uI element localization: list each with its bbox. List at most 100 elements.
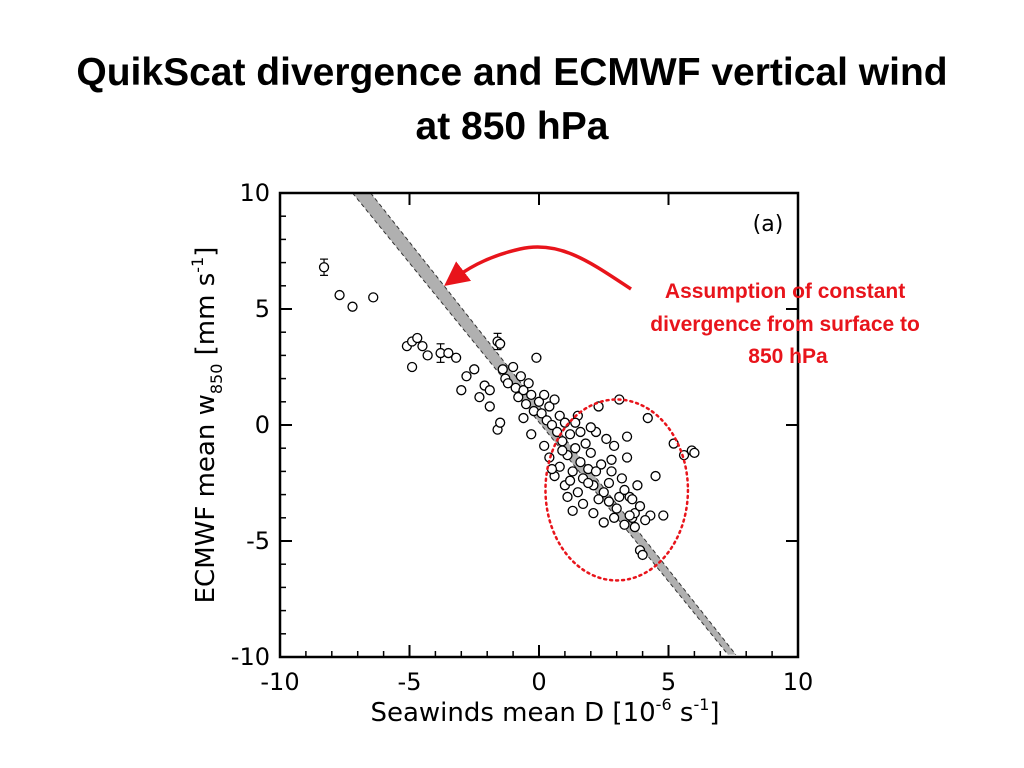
x-axis-label: Seawinds mean D [10-6 s-1] bbox=[370, 695, 719, 728]
data-point bbox=[598, 517, 609, 528]
data-point bbox=[539, 440, 550, 452]
data-point bbox=[564, 475, 576, 486]
data-point bbox=[564, 429, 576, 440]
data-point bbox=[637, 549, 648, 561]
data-point bbox=[640, 514, 651, 526]
data-point bbox=[334, 289, 345, 301]
slide-title-line-2: at 850 hPa bbox=[415, 105, 609, 148]
data-point bbox=[634, 501, 646, 512]
data-point bbox=[603, 496, 615, 507]
data-point bbox=[593, 494, 604, 505]
data-point bbox=[513, 392, 524, 403]
slide-title-line-1: QuikScat divergence and ECMWF vertical w… bbox=[76, 51, 948, 94]
callout-text: Assumption of constant divergence from s… bbox=[650, 280, 925, 368]
data-point bbox=[567, 505, 578, 516]
data-point bbox=[554, 410, 565, 421]
data-point bbox=[549, 394, 560, 405]
data-point bbox=[539, 389, 550, 400]
data-point bbox=[590, 466, 602, 477]
data-points-layer bbox=[318, 258, 700, 561]
data-point bbox=[585, 422, 596, 433]
data-point bbox=[585, 447, 596, 458]
data-point bbox=[614, 491, 625, 503]
data-point bbox=[406, 361, 418, 373]
data-point bbox=[523, 378, 534, 389]
data-point bbox=[461, 371, 472, 382]
data-point bbox=[627, 494, 638, 505]
data-point bbox=[368, 292, 379, 303]
data-point bbox=[642, 412, 653, 424]
data-point bbox=[526, 389, 537, 400]
callout-line-3: 850 hPa bbox=[748, 345, 828, 368]
data-point bbox=[507, 361, 519, 373]
data-point bbox=[606, 454, 617, 465]
slide-title: QuikScat divergence and ECMWF vertical w… bbox=[40, 46, 984, 154]
data-point bbox=[603, 477, 615, 489]
data-point bbox=[518, 412, 529, 424]
data-point bbox=[531, 352, 542, 363]
data-point bbox=[497, 364, 508, 375]
data-point bbox=[520, 398, 532, 410]
data-point bbox=[536, 408, 547, 419]
data-point bbox=[608, 512, 620, 523]
data-point bbox=[588, 508, 599, 519]
x-tick-label: 0 bbox=[531, 668, 546, 696]
data-point bbox=[494, 338, 506, 349]
axis-ticks-layer: -10 -5 0 5 10 -10 -5 0 5 10 bbox=[231, 179, 813, 696]
data-point bbox=[678, 450, 690, 461]
data-point bbox=[562, 491, 573, 503]
data-point bbox=[502, 378, 514, 389]
callout-arrow bbox=[444, 245, 632, 291]
data-point bbox=[494, 417, 506, 428]
data-point bbox=[570, 417, 581, 428]
y-tick-label: 5 bbox=[255, 295, 270, 323]
data-point bbox=[572, 487, 583, 498]
data-point bbox=[469, 364, 480, 375]
data-point bbox=[658, 510, 669, 521]
x-tick-label: -5 bbox=[398, 668, 422, 696]
data-point bbox=[650, 470, 661, 482]
data-point bbox=[575, 426, 586, 438]
y-tick-label: -10 bbox=[231, 643, 270, 671]
data-point bbox=[601, 433, 612, 445]
x-tick-label: 5 bbox=[661, 668, 676, 696]
data-point bbox=[621, 452, 633, 463]
data-point bbox=[443, 347, 454, 359]
data-point bbox=[619, 519, 630, 530]
data-point bbox=[533, 396, 545, 407]
highlight-ellipse bbox=[544, 398, 690, 582]
data-point bbox=[417, 340, 428, 352]
data-point bbox=[689, 447, 700, 458]
data-point bbox=[598, 487, 609, 498]
data-point bbox=[608, 440, 620, 452]
data-point bbox=[567, 466, 578, 477]
callout-line-1: Assumption of constant bbox=[665, 280, 905, 303]
panel-label: (a) bbox=[753, 212, 784, 237]
data-point bbox=[557, 445, 568, 456]
data-point bbox=[580, 438, 591, 449]
data-point bbox=[422, 350, 433, 361]
callout-line-2: divergence from surface to bbox=[650, 313, 920, 336]
data-point bbox=[546, 419, 558, 431]
data-point bbox=[611, 503, 622, 514]
data-point bbox=[474, 392, 485, 403]
data-point bbox=[632, 480, 643, 491]
data-point bbox=[544, 401, 555, 412]
data-point bbox=[450, 352, 462, 363]
data-point bbox=[484, 385, 495, 396]
y-axis-label: ECMWF mean w850 [mm s-1] bbox=[188, 247, 226, 604]
data-point bbox=[484, 401, 495, 412]
data-point bbox=[526, 429, 537, 440]
plot-frame bbox=[278, 191, 800, 659]
data-point bbox=[456, 385, 467, 396]
band-edge-line-1 bbox=[352, 193, 729, 655]
data-point bbox=[629, 521, 640, 533]
data-point bbox=[624, 510, 635, 521]
data-point bbox=[515, 371, 527, 382]
data-point bbox=[606, 466, 617, 477]
data-point bbox=[412, 332, 423, 344]
data-point bbox=[596, 459, 607, 470]
data-point bbox=[347, 301, 358, 312]
data-point bbox=[570, 443, 581, 454]
